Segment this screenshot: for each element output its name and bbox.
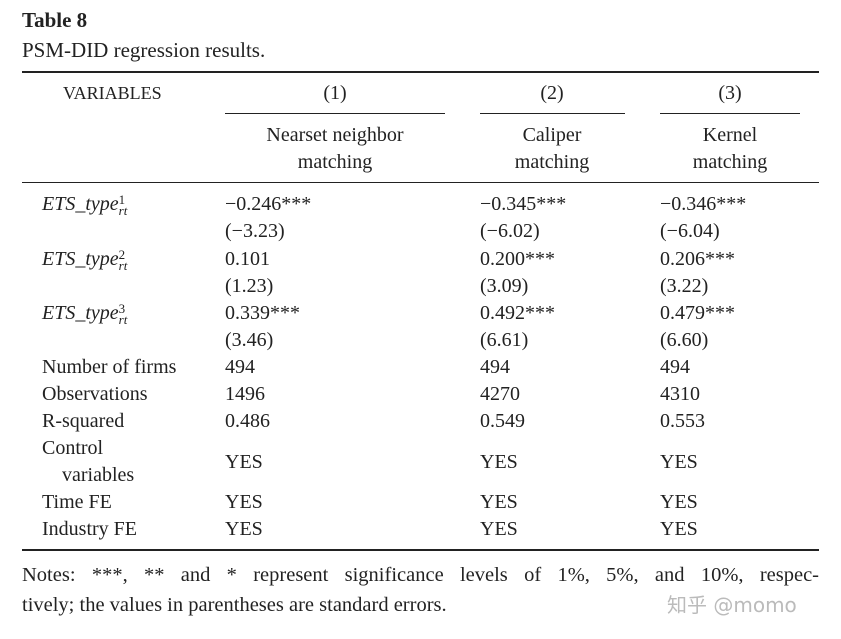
coefficient: 0.479***	[660, 302, 735, 324]
row-label: Control	[42, 437, 104, 459]
row-label: Number of firms	[42, 356, 177, 378]
row-label: Industry FE	[42, 518, 137, 540]
method-label: matching	[514, 151, 590, 173]
method-label: Kernel	[702, 124, 758, 146]
column-rule	[480, 113, 625, 114]
method-label: matching	[297, 151, 373, 173]
cell: YES	[480, 450, 518, 473]
coefficient: 0.101	[225, 247, 270, 270]
cell: 4270	[480, 383, 520, 405]
subscript: rt	[118, 203, 128, 219]
index: 1 rt	[118, 192, 128, 219]
notes: tively; the values in parentheses are st…	[22, 594, 447, 616]
superscript: 1	[118, 192, 126, 208]
t-statistic: (1.23)	[225, 274, 274, 297]
t-statistic: (−3.23)	[225, 220, 285, 242]
variable-label: ETS_type 3 rt	[42, 301, 128, 328]
t-statistic: (3.09)	[480, 274, 529, 297]
cell: 494	[480, 356, 510, 378]
index: 3 rt	[118, 301, 128, 328]
coefficient: 0.206***	[660, 247, 735, 270]
t-statistic: (6.60)	[660, 329, 709, 351]
cell: 1496	[225, 383, 265, 405]
coefficient: 0.492***	[480, 302, 555, 324]
coefficient: 0.339***	[225, 302, 300, 324]
cell: YES	[660, 518, 698, 540]
variable-name: ETS_type	[42, 247, 119, 270]
t-statistic: (−6.04)	[660, 220, 720, 242]
cell: YES	[225, 450, 263, 473]
cell: 0.549	[480, 410, 525, 432]
table-caption: PSM-DID regression results.	[22, 38, 266, 62]
index: 2 rt	[118, 246, 128, 273]
cell: YES	[660, 491, 698, 513]
method-label: Caliper	[522, 124, 582, 146]
t-statistic: (3.22)	[660, 274, 709, 297]
cell: 0.486	[225, 410, 270, 432]
coefficient: −0.345***	[480, 193, 567, 215]
subscript: rt	[118, 257, 128, 273]
cell: 494	[660, 356, 690, 378]
coefficient: −0.346***	[660, 193, 747, 215]
row-label: R-squared	[42, 410, 125, 432]
header-rule	[22, 182, 819, 183]
cell: YES	[225, 491, 263, 513]
column-rule	[660, 113, 800, 114]
coefficient: −0.246***	[225, 193, 312, 215]
cell: YES	[480, 518, 518, 540]
cell: YES	[660, 450, 698, 473]
superscript: 2	[118, 246, 126, 262]
header-cell: (3)	[718, 82, 742, 104]
variable-label: ETS_type 1 rt	[42, 192, 128, 219]
t-statistic: (−6.02)	[480, 220, 540, 242]
coefficient: 0.200***	[480, 247, 555, 270]
method-label: matching	[692, 151, 768, 173]
t-statistic: (6.61)	[480, 329, 529, 351]
row-label: Observations	[42, 383, 148, 405]
variable-name: ETS_type	[42, 192, 119, 215]
cell: YES	[480, 491, 518, 513]
row-label: Time FE	[42, 491, 112, 513]
variable-label: ETS_type 2 rt	[42, 246, 128, 273]
cell: YES	[225, 518, 263, 540]
column-rule	[225, 113, 445, 114]
variable-name: ETS_type	[42, 301, 119, 324]
cell: 0.553	[660, 410, 705, 432]
header-cell: (2)	[540, 82, 564, 104]
cell: 494	[225, 356, 255, 378]
top-rule	[22, 71, 819, 73]
superscript: 3	[118, 301, 126, 317]
subscript: rt	[118, 312, 128, 328]
table-title: Table 8	[22, 8, 88, 32]
method-label: Nearset neighbor	[266, 124, 404, 146]
watermark: 知乎 @momo	[667, 593, 797, 617]
t-statistic: (3.46)	[225, 329, 274, 351]
notes: Notes: ***, ** and * represent significa…	[22, 564, 819, 586]
header-cell: (1)	[323, 82, 347, 104]
header-cell: VARIABLES	[63, 83, 162, 103]
row-label: variables	[62, 464, 135, 486]
cell: 4310	[660, 383, 700, 405]
bottom-rule	[22, 549, 819, 551]
